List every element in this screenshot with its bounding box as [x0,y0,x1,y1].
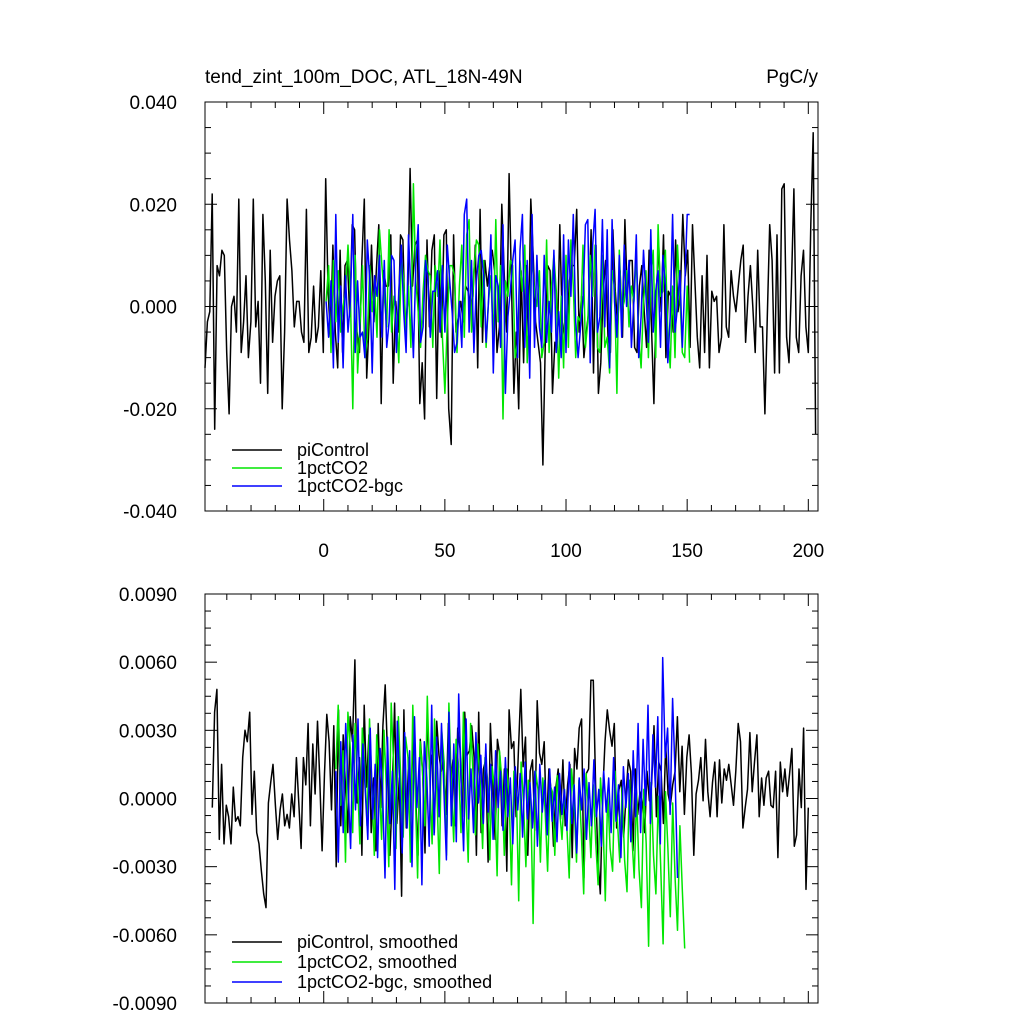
top-panel-series [204,131,817,466]
legend-label: piControl [297,440,369,460]
y-tick-label: -0.0090 [113,994,177,1015]
y-tick-label: -0.0030 [113,858,177,879]
y-tick-label: 0.020 [129,195,177,216]
series-line-0 [211,659,810,909]
y-tick-label: 0.0030 [119,721,177,742]
bottom-panel: -0.0090 -0.0060 -0.0030 0.0000 0.0030 0.0060 0… [113,585,819,1015]
x-tick-label: 150 [671,541,703,562]
top-panel-ticks: -0.040 -0.020 0.000 0.020 0.040 0 50 100 150 200 [123,93,824,562]
x-tick-label: 0 [318,541,329,562]
y-tick-label: 0.0060 [119,653,177,674]
x-tick-label: 100 [550,541,582,562]
y-tick-label: 0.0090 [119,585,177,606]
y-tick-label: 0.040 [129,93,177,114]
y-tick-label: -0.020 [123,400,177,421]
series-line-2 [325,198,690,395]
chart-title: tend_zint_100m_DOC, ATL_18N-49N [205,67,523,88]
series-line-1 [335,695,686,949]
y-tick-label: 0.000 [129,298,177,319]
bottom-panel-frame [204,593,819,1004]
bottom-panel-series [211,656,810,949]
series-line-2 [335,656,679,891]
top-panel-frame [204,101,819,512]
units-label: PgC/y [766,67,818,88]
legend-label: 1pctCO2 [297,458,368,478]
series-line-0 [204,131,817,466]
y-tick-label: -0.0060 [113,926,177,947]
x-tick-label: 50 [434,541,455,562]
legend-label: piControl, smoothed [297,932,458,952]
y-tick-label: -0.040 [123,502,177,523]
top-panel: tend_zint_100m_DOC, ATL_18N-49N PgC/y -0… [123,67,824,562]
legend-label: 1pctCO2-bgc [297,476,403,496]
legend-label: 1pctCO2-bgc, smoothed [297,972,492,992]
bottom-panel-ticks: -0.0090 -0.0060 -0.0030 0.0000 0.0030 0.0060 0… [113,585,818,1015]
x-tick-label: 200 [792,541,824,562]
legend-label: 1pctCO2, smoothed [297,952,457,972]
y-tick-label: 0.0000 [119,790,177,811]
